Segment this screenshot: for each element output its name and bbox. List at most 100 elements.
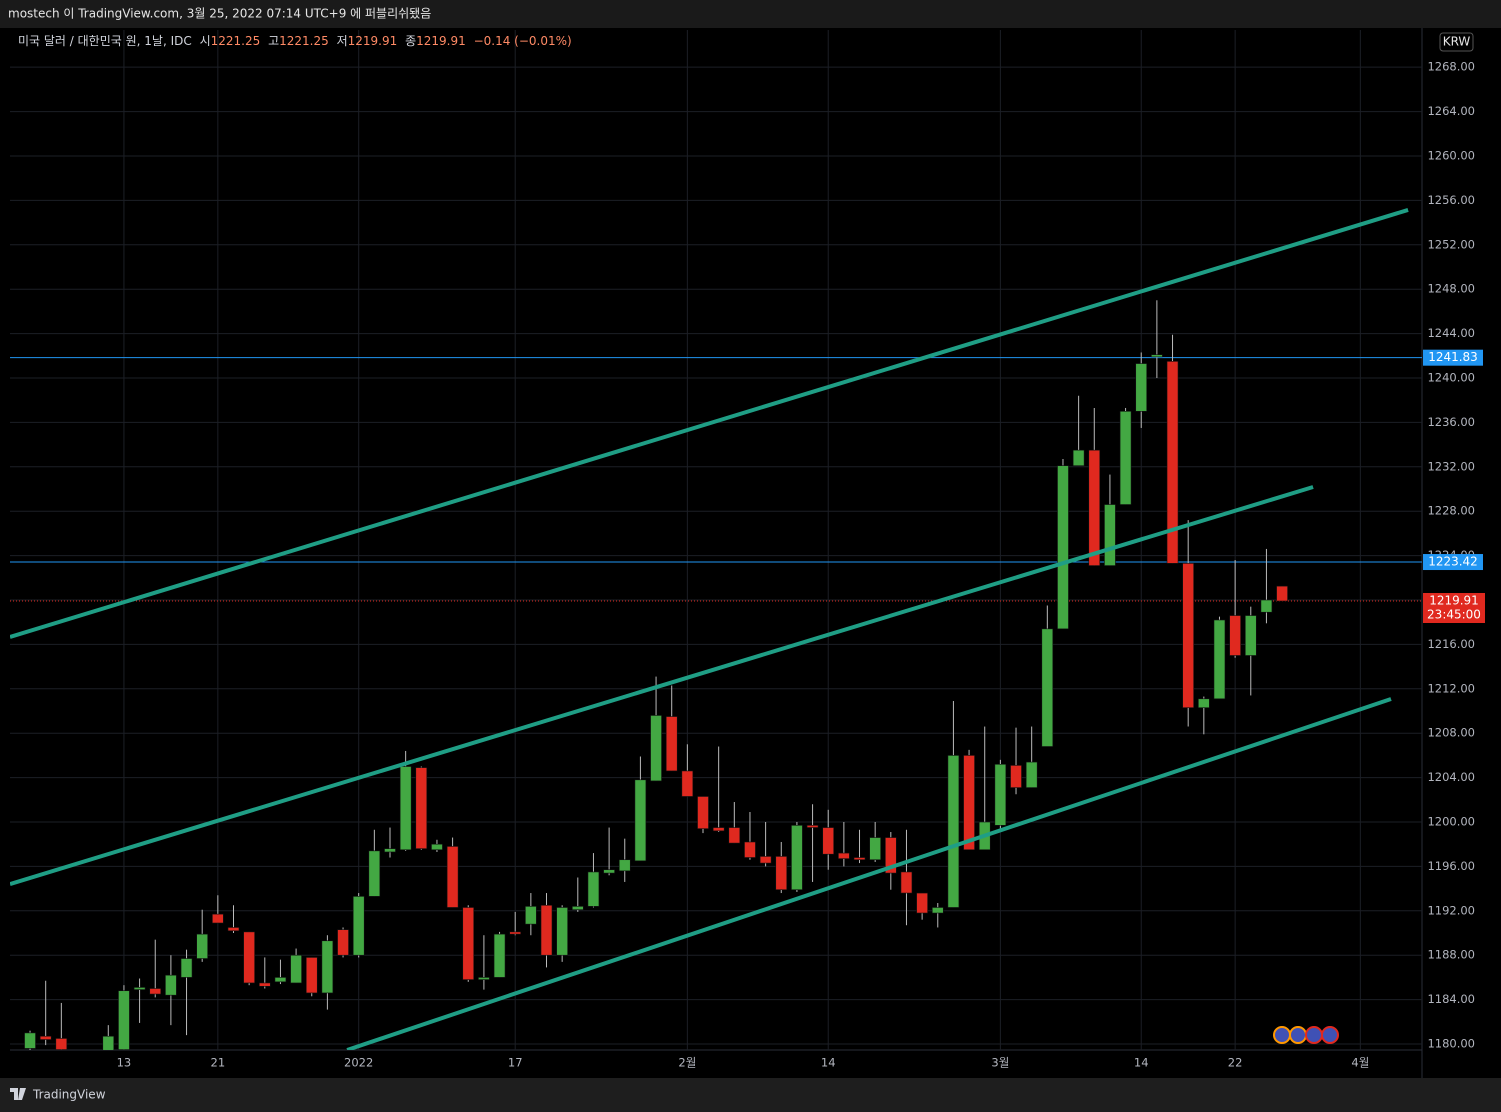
ohlc-label: 저: [337, 34, 348, 48]
y-tick-label: 1200.00: [1427, 815, 1475, 829]
candle-body: [415, 767, 428, 849]
candle-body: [525, 906, 537, 925]
y-tick-label: 1188.00: [1427, 948, 1475, 962]
brand-logo: [10, 1088, 26, 1100]
candle-body: [791, 825, 803, 891]
trendline: [10, 485, 1314, 886]
candle-body: [618, 859, 631, 872]
candle-body: [274, 977, 287, 983]
y-tick-label: 1216.00: [1427, 637, 1475, 651]
x-tick-label: 4월: [1351, 1056, 1369, 1070]
candle-body: [806, 825, 819, 828]
candle-body: [681, 770, 694, 797]
candle-body: [1088, 449, 1101, 566]
y-tick-label: 1232.00: [1427, 459, 1475, 473]
candle-body: [1025, 761, 1038, 788]
candle-body: [305, 957, 318, 994]
candle-body: [1135, 363, 1148, 412]
currency-box: [1439, 32, 1474, 52]
x-tick-label: 3월: [991, 1056, 1009, 1070]
candle-body: [446, 846, 459, 908]
ohlc-label: 시: [200, 34, 211, 48]
countdown-label: 23:45:00: [1427, 607, 1481, 621]
y-tick-label: 1196.00: [1427, 859, 1475, 873]
x-tick-label: 14: [1134, 1056, 1149, 1070]
candle-body: [180, 958, 193, 978]
candle-body: [728, 827, 741, 844]
footer-bar: [0, 1078, 1501, 1112]
y-tick-label: 1268.00: [1427, 60, 1475, 74]
candle-body: [931, 907, 944, 914]
candle-body: [556, 907, 568, 956]
change: −0.14 (−0.01%): [474, 34, 572, 48]
brand: TradingView: [32, 1088, 106, 1102]
candle-body: [1229, 615, 1241, 656]
candle-body: [462, 907, 475, 980]
candle-body: [853, 857, 866, 861]
x-tick-label: 2월: [678, 1056, 696, 1070]
x-tick-label: 17: [508, 1056, 523, 1070]
y-tick-label: 1236.00: [1427, 415, 1475, 429]
candle-body: [1244, 615, 1257, 656]
plot: [10, 208, 1422, 1050]
y-tick-label: 1264.00: [1427, 104, 1475, 118]
candle-body: [493, 933, 506, 978]
candle-body: [572, 906, 584, 910]
candle-body: [1198, 698, 1210, 708]
candle-body: [196, 933, 208, 959]
ohlc-label: 고: [268, 34, 279, 48]
ohlc-value: 1219.91: [416, 34, 466, 48]
candle-body: [1213, 619, 1226, 700]
y-tick-label: 1244.00: [1427, 326, 1475, 340]
candle-body: [822, 827, 835, 855]
candle-body: [947, 755, 960, 908]
candle-body: [869, 837, 881, 861]
candle-body: [118, 990, 130, 1050]
x-tick-label: 14: [821, 1056, 836, 1070]
symbol: 미국 달러 / 대한민국 원, 1날, IDC: [18, 34, 192, 48]
top-bar: [0, 0, 1501, 28]
candle-body: [712, 827, 725, 832]
y-tick-label: 1204.00: [1427, 770, 1475, 784]
candle-body: [838, 852, 850, 859]
candle-body: [963, 755, 975, 851]
candle-body: [1010, 765, 1022, 788]
price-line-label: 1241.83: [1428, 350, 1478, 364]
candle-body: [133, 987, 146, 990]
candle-body: [885, 837, 897, 874]
candle-body: [744, 841, 756, 858]
candle-body: [634, 779, 647, 862]
trendline: [346, 697, 1392, 1050]
y-tick-label: 1248.00: [1427, 282, 1475, 296]
candle-body: [650, 715, 662, 782]
candle-body: [102, 1035, 115, 1050]
trendline: [10, 208, 1409, 639]
candle-body: [368, 850, 381, 897]
candle-body: [321, 940, 334, 994]
x-tick-label: 13: [117, 1056, 132, 1070]
y-tick-label: 1260.00: [1427, 148, 1475, 162]
candle-body: [540, 904, 553, 956]
candle-body: [916, 892, 928, 914]
flag-icon: [1305, 1026, 1323, 1044]
candle-body: [352, 896, 365, 956]
candle-body: [994, 763, 1007, 826]
y-tick-label: 1256.00: [1427, 193, 1475, 207]
y-tick-label: 1180.00: [1427, 1037, 1475, 1051]
candle-body: [665, 716, 678, 772]
publish-note: mostech 이 TradingView.com, 3월 25, 2022 0…: [8, 7, 431, 21]
y-tick-label: 1252.00: [1427, 237, 1475, 251]
candle-body: [1041, 628, 1054, 747]
candle-body: [227, 927, 240, 932]
candle-body: [1151, 354, 1163, 358]
ohlc-value: 1221.25: [279, 34, 329, 48]
candle-body: [212, 913, 224, 924]
x-tick-label: 22: [1228, 1056, 1243, 1070]
candle-body: [258, 982, 271, 987]
candle-body: [759, 856, 772, 864]
y-tick-label: 1208.00: [1427, 726, 1475, 740]
candle-body: [149, 988, 162, 995]
y-tick-label: 1192.00: [1427, 903, 1475, 917]
currency: KRW: [1443, 35, 1471, 49]
flag-icon: [1289, 1026, 1307, 1044]
